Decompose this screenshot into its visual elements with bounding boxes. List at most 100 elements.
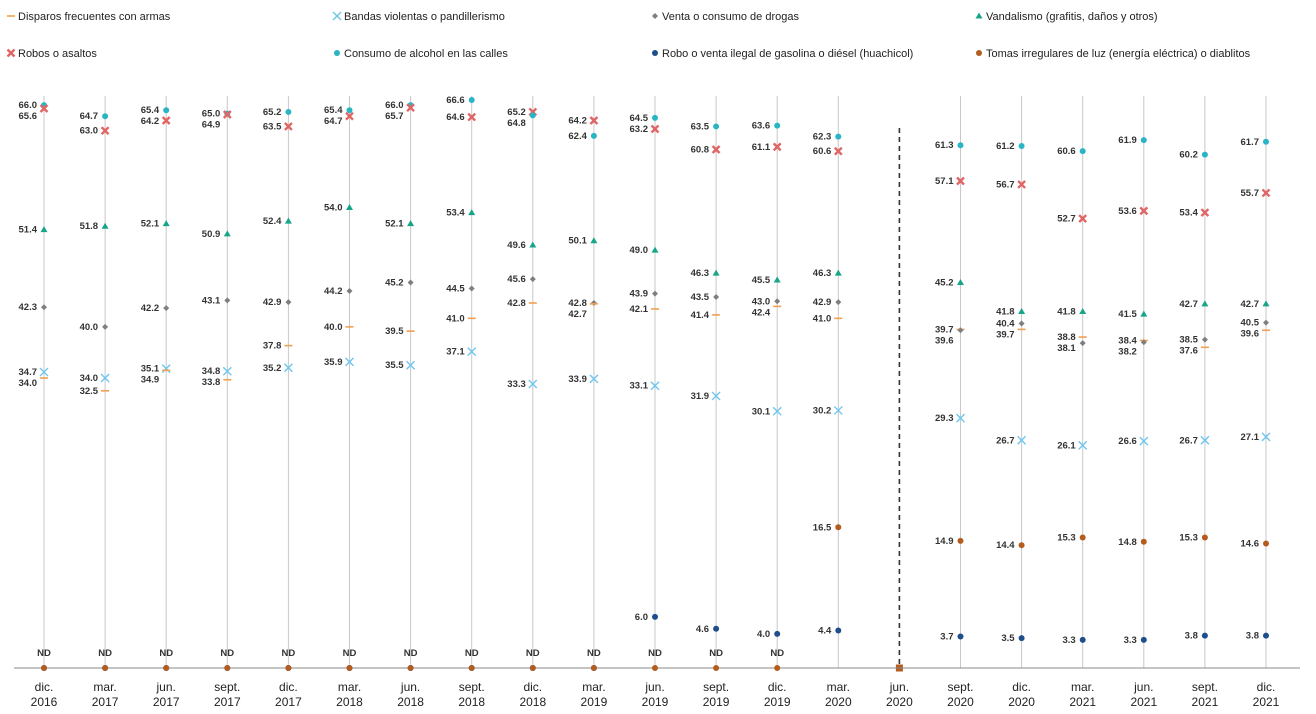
data-label: 53.6 xyxy=(1118,206,1137,217)
data-point xyxy=(1079,636,1086,643)
data-point xyxy=(772,142,782,152)
nd-label: ND xyxy=(465,648,479,659)
data-point xyxy=(1262,300,1270,307)
data-point xyxy=(529,241,537,248)
data-label: 3.3 xyxy=(1124,635,1137,646)
data-point xyxy=(284,217,292,224)
data-point xyxy=(956,413,965,423)
data-label: 40.0 xyxy=(80,322,99,333)
x-tick-label: jun. xyxy=(400,680,420,694)
legend-marker-b xyxy=(6,48,16,58)
data-label: 42.7 xyxy=(568,309,587,320)
data-label: 3.5 xyxy=(1001,633,1015,644)
data-point-b xyxy=(589,116,599,125)
data-label: 40.4 xyxy=(996,318,1015,329)
data-point xyxy=(467,347,477,357)
data-label: 65.0 xyxy=(202,109,221,120)
data-point xyxy=(1263,540,1269,547)
data-point-b xyxy=(161,364,171,374)
x-tick-label: dic. xyxy=(35,680,54,694)
data-label: 64.9 xyxy=(202,120,221,131)
data-point-b xyxy=(39,367,49,377)
data-label: 43.0 xyxy=(752,296,771,307)
data-label: 65.7 xyxy=(385,111,404,122)
data-point xyxy=(163,305,170,312)
data-label: 35.5 xyxy=(385,360,404,371)
nd-base-point xyxy=(224,665,231,671)
nd-label: ND xyxy=(709,648,723,659)
data-point-b xyxy=(1078,440,1088,450)
x-tick-label: sept. xyxy=(703,680,729,694)
nd-label: ND xyxy=(282,648,296,659)
data-label: 60.2 xyxy=(1179,150,1198,161)
data-point xyxy=(1078,214,1088,223)
data-point xyxy=(162,220,170,227)
data-label: 39.6 xyxy=(935,335,954,346)
data-label: 41.8 xyxy=(996,307,1015,318)
data-label: 62.4 xyxy=(568,131,587,142)
x-tick-label: jun. xyxy=(889,680,909,694)
data-point xyxy=(102,323,109,330)
data-point xyxy=(589,116,599,125)
x-tick-label: 2021 xyxy=(1192,695,1219,709)
data-point xyxy=(713,294,720,301)
x-tick-label: sept. xyxy=(1192,680,1218,694)
data-label: 46.3 xyxy=(691,268,710,279)
data-label: 60.8 xyxy=(691,144,710,155)
data-label: 42.8 xyxy=(568,298,587,309)
data-label: 15.3 xyxy=(1057,533,1076,544)
data-point-b xyxy=(772,142,782,152)
data-label: 38.1 xyxy=(1057,343,1076,354)
x-tick-label: 2020 xyxy=(825,695,852,709)
data-label: 6.0 xyxy=(635,612,648,623)
data-point xyxy=(222,366,232,376)
data-label: 3.8 xyxy=(1246,631,1259,642)
data-point-b xyxy=(1139,436,1149,446)
data-label: 64.7 xyxy=(324,116,343,127)
legend-label: Tomas irregulares de luz (energía eléctr… xyxy=(986,48,1251,60)
data-label: 52.1 xyxy=(141,219,160,230)
data-point xyxy=(1079,534,1086,541)
data-point xyxy=(406,360,416,370)
nd-base-point xyxy=(285,665,292,671)
data-point xyxy=(406,103,415,113)
category-stems xyxy=(43,96,1267,668)
legend-label: Vandalismo (grafitis, daños y otros) xyxy=(986,11,1158,23)
data-point xyxy=(529,276,536,283)
data-label: 53.4 xyxy=(446,208,465,219)
data-label: 26.6 xyxy=(1118,436,1137,447)
data-point xyxy=(957,327,964,334)
data-label: 26.7 xyxy=(996,435,1015,446)
data-label: 41.0 xyxy=(446,313,465,324)
x-axis: dic.2016mar.2017jun.2017sept.2017dic.201… xyxy=(14,667,1300,709)
data-point xyxy=(772,406,782,416)
data-point-b xyxy=(833,405,843,415)
data-label: 65.2 xyxy=(507,107,526,118)
data-label: 61.3 xyxy=(935,140,954,151)
data-point-b xyxy=(772,406,782,416)
x-tick-label: sept. xyxy=(214,680,240,694)
data-point xyxy=(957,279,964,286)
data-label: 65.6 xyxy=(19,111,38,122)
data-point xyxy=(222,110,232,119)
nd-label: ND xyxy=(526,648,540,659)
legend-label: Robos o asaltos xyxy=(18,48,97,60)
nd-base-point xyxy=(529,665,536,671)
legend: Disparos frecuentes con armas Bandas viol… xyxy=(6,11,1251,60)
x-tick-label: 2017 xyxy=(214,695,241,709)
data-point xyxy=(1263,632,1269,639)
data-label: 34.9 xyxy=(141,375,160,386)
x-tick-label: jun. xyxy=(156,680,176,694)
data-point-b xyxy=(345,111,354,121)
legend-label: Bandas violentas o pandillerismo xyxy=(344,11,505,23)
data-label: 49.0 xyxy=(630,245,649,256)
data-point xyxy=(100,373,110,383)
x-tick-label: 2018 xyxy=(519,695,546,709)
data-label: 46.3 xyxy=(813,268,832,279)
x-tick-label: 2017 xyxy=(275,695,302,709)
data-label: 64.5 xyxy=(630,113,649,124)
nd-base-point xyxy=(407,665,414,671)
data-label: 37.1 xyxy=(446,347,465,358)
data-label: 66.6 xyxy=(446,95,465,106)
data-point xyxy=(773,276,781,283)
